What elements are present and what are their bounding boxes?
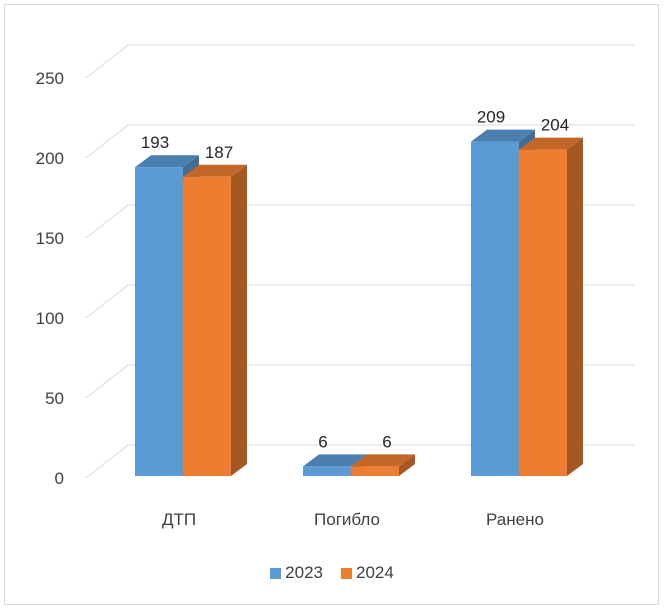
x-tick-label: Погибло <box>314 510 380 529</box>
bar-top <box>351 454 415 467</box>
y-tick-label: 0 <box>55 469 64 488</box>
legend-swatch-2023 <box>270 567 282 579</box>
legend-label-2023: 2023 <box>285 563 323 582</box>
y-tick-label: 50 <box>45 389 64 408</box>
bar-side <box>567 137 583 476</box>
gridline-diagonal <box>85 444 129 479</box>
legend-label-2024: 2024 <box>356 563 394 582</box>
data-label: 6 <box>318 432 327 451</box>
legend: 2023 2024 <box>0 563 664 583</box>
x-tick-label: Ранено <box>486 510 544 529</box>
bar <box>471 141 519 476</box>
y-axis: 0 50 100 150 200 250 <box>36 69 64 488</box>
legend-swatch-2024 <box>341 567 352 579</box>
x-tick-label: ДТП <box>162 510 196 529</box>
bar-top <box>183 164 247 177</box>
gridline-diagonal <box>85 124 129 159</box>
bar <box>519 149 567 476</box>
bar <box>303 466 351 476</box>
data-label: 187 <box>205 143 233 162</box>
bar-top <box>471 129 535 142</box>
data-label: 204 <box>541 116 569 135</box>
gridline-diagonal <box>85 364 129 399</box>
x-axis: ДТП Погибло Ранено <box>162 510 544 529</box>
data-labels: 193 187 6 6 209 204 <box>141 108 569 452</box>
bar <box>183 176 231 477</box>
data-label: 209 <box>477 108 505 127</box>
legend-item-2023: 2023 <box>270 563 323 583</box>
legend-item-2024: 2024 <box>341 563 394 583</box>
bar-side <box>231 164 247 477</box>
bar <box>351 466 399 476</box>
data-label: 193 <box>141 133 169 152</box>
data-label: 6 <box>382 432 391 451</box>
y-tick-label: 250 <box>36 69 64 88</box>
bar <box>135 167 183 476</box>
y-tick-label: 200 <box>36 149 64 168</box>
bar-top <box>303 454 367 467</box>
bar-side <box>399 454 415 476</box>
y-tick-label: 100 <box>36 309 64 328</box>
bar-top <box>519 137 583 150</box>
gridline-diagonal <box>85 44 129 79</box>
gridline-diagonal <box>85 284 129 319</box>
bar-top <box>135 155 199 168</box>
gridline-diagonal <box>85 204 129 239</box>
y-tick-label: 150 <box>36 229 64 248</box>
bars <box>135 129 583 477</box>
